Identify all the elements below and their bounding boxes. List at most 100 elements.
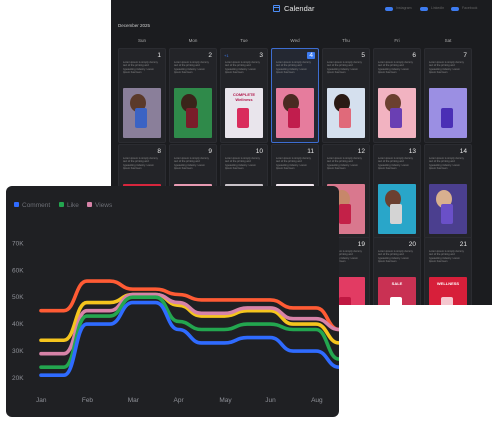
post-caption: Lorem ipsum is simply dummy text of the … bbox=[378, 250, 413, 264]
product-bottle-shape bbox=[441, 297, 453, 305]
calendar-day-cell[interactable]: 20 Lorem ipsum is simply dummy text of th… bbox=[373, 237, 421, 305]
x-tick-label: Jan bbox=[36, 397, 47, 404]
calendar-day-cell[interactable]: 7 Lorem ipsum is simply dummy text of the… bbox=[424, 48, 472, 143]
engagement-line-chart: 20K 30K 40K 50K 60K 70K Jan Feb Mar Apr May Jun Aug bbox=[12, 240, 339, 404]
post-caption: Lorem ipsum is simply dummy text of the … bbox=[378, 157, 413, 171]
product-bottle-shape bbox=[186, 108, 198, 128]
series-line-like bbox=[39, 295, 339, 369]
calendar-day-cell[interactable]: 14 Lorem ipsum is simply dummy text of th… bbox=[424, 144, 472, 239]
legend-swatch bbox=[14, 202, 19, 207]
post-caption: Lorem ipsum is simply dummy text of the … bbox=[429, 61, 464, 75]
x-tick-label: Jun bbox=[265, 397, 276, 404]
post-caption: Lorem ipsum is simply dummy text of the … bbox=[174, 157, 209, 171]
calendar-day-cell[interactable]: 1 Lorem ipsum is simply dummy text of the… bbox=[118, 48, 166, 143]
calendar-day-cell[interactable]: 3 +1 Lorem ipsum is simply dummy text of t… bbox=[220, 48, 268, 143]
series-line-comment bbox=[39, 300, 339, 378]
post-caption: Lorem ipsum is simply dummy text of the … bbox=[123, 61, 158, 75]
series-line-views bbox=[39, 292, 339, 356]
x-tick-label: May bbox=[219, 397, 232, 404]
legend-label: Comment bbox=[22, 202, 51, 209]
post-thumbnail[interactable] bbox=[174, 88, 212, 138]
day-number: 12 bbox=[357, 148, 365, 155]
calendar-day-cell[interactable]: 5 Lorem ipsum is simply dummy text of the… bbox=[322, 48, 370, 143]
instagram-toggle[interactable] bbox=[385, 7, 393, 11]
day-number: 6 bbox=[412, 52, 416, 59]
post-thumbnail[interactable] bbox=[276, 88, 314, 138]
product-bottle-shape bbox=[390, 297, 402, 305]
facebook-toggle[interactable] bbox=[451, 7, 459, 11]
post-thumbnail[interactable] bbox=[429, 184, 467, 234]
weekday-label: Sat bbox=[444, 38, 452, 43]
y-tick-label: 50K bbox=[12, 294, 24, 301]
linkedin-toggle[interactable] bbox=[420, 7, 428, 11]
day-number: 21 bbox=[459, 241, 467, 248]
day-number: 9 bbox=[208, 148, 212, 155]
day-number: 3 bbox=[259, 52, 263, 59]
extra-posts-badge[interactable]: +1 bbox=[224, 53, 229, 58]
product-bottle-shape bbox=[441, 108, 453, 128]
post-thumbnail[interactable]: COMPLETE Wellness bbox=[225, 88, 263, 138]
post-thumbnail[interactable] bbox=[327, 88, 365, 138]
calendar-header: Calendar Instagram LinkedIn Facebook bbox=[111, 0, 492, 18]
calendar-day-cell[interactable]: 2 Lorem ipsum is simply dummy text of the… bbox=[169, 48, 217, 143]
portrait-shape bbox=[130, 94, 146, 112]
day-number: 5 bbox=[361, 52, 365, 59]
series-line-unlabeled-4 bbox=[39, 279, 339, 332]
product-bottle-shape bbox=[390, 204, 402, 224]
legend-item-comment[interactable]: Comment bbox=[14, 202, 50, 209]
y-tick-label: 70K bbox=[12, 240, 24, 247]
calendar-month-label: December 2025 bbox=[118, 23, 151, 28]
legend-swatch bbox=[87, 202, 92, 207]
post-thumbnail[interactable] bbox=[378, 88, 416, 138]
post-thumbnail[interactable] bbox=[378, 184, 416, 234]
x-tick-label: Mar bbox=[128, 397, 140, 404]
portrait-shape bbox=[385, 94, 401, 112]
product-bottle-shape bbox=[339, 297, 351, 305]
product-bottle-shape bbox=[135, 108, 147, 128]
y-tick-label: 60K bbox=[12, 267, 24, 274]
engagement-chart-window: 20K 30K 40K 50K 60K 70K Jan Feb Mar Apr May Jun Aug … bbox=[6, 186, 339, 417]
day-number: 14 bbox=[459, 148, 467, 155]
post-thumbnail[interactable]: SALE bbox=[378, 277, 416, 305]
portrait-shape bbox=[436, 190, 452, 208]
post-caption: Lorem ipsum is simply dummy text of the … bbox=[327, 61, 362, 75]
product-bottle-shape bbox=[288, 108, 300, 128]
post-caption: Lorem ipsum is simply dummy text of the … bbox=[429, 250, 464, 264]
product-bottle-shape bbox=[339, 204, 351, 224]
thumbnail-headline: COMPLETE Wellness bbox=[232, 92, 256, 102]
legend-item-views[interactable]: Views bbox=[87, 202, 112, 209]
weekday-label: Sun bbox=[137, 38, 146, 43]
post-caption: Lorem ipsum is simply dummy text of the … bbox=[378, 61, 413, 75]
thumbnail-headline: WELLNESS bbox=[436, 281, 460, 286]
post-thumbnail[interactable] bbox=[429, 88, 467, 138]
calendar-day-cell[interactable]: 4 Lorem ipsum is simply dummy text of the… bbox=[271, 48, 319, 143]
x-tick-label: Feb bbox=[82, 397, 94, 404]
day-number: 19 bbox=[357, 241, 365, 248]
calendar-icon bbox=[273, 5, 280, 12]
calendar-title: Calendar bbox=[284, 4, 315, 13]
post-thumbnail[interactable] bbox=[123, 88, 161, 138]
post-caption: Lorem ipsum is simply dummy text of the … bbox=[327, 157, 362, 171]
calendar-day-cell[interactable]: 13 Lorem ipsum is simply dummy text of th… bbox=[373, 144, 421, 239]
product-bottle-shape bbox=[237, 108, 249, 128]
day-number: 11 bbox=[307, 148, 314, 155]
post-caption: Lorem ipsum is simply dummy text of the … bbox=[225, 61, 260, 75]
calendar-day-cell[interactable]: 6 Lorem ipsum is simply dummy text of the… bbox=[373, 48, 421, 143]
legend-item-like[interactable]: Like bbox=[59, 202, 79, 209]
instagram-toggle-label: Instagram bbox=[396, 6, 412, 10]
day-number: 10 bbox=[255, 148, 263, 155]
post-caption: Lorem ipsum is simply dummy text of the … bbox=[123, 157, 158, 171]
x-tick-label: Apr bbox=[174, 397, 185, 404]
y-tick-label: 20K bbox=[12, 375, 24, 382]
weekday-label: Thu bbox=[342, 38, 350, 43]
y-tick-label: 40K bbox=[12, 321, 24, 328]
calendar-day-cell[interactable]: 21 Lorem ipsum is simply dummy text of th… bbox=[424, 237, 472, 305]
weekday-label: Tue bbox=[240, 38, 248, 43]
portrait-shape bbox=[181, 94, 197, 112]
product-bottle-shape bbox=[339, 108, 351, 128]
thumbnail-headline: SALE bbox=[391, 281, 403, 286]
y-tick-label: 30K bbox=[12, 348, 24, 355]
legend-label: Like bbox=[67, 202, 79, 209]
post-thumbnail[interactable]: WELLNESS bbox=[429, 277, 467, 305]
post-caption: Lorem ipsum is simply dummy text of the … bbox=[276, 61, 311, 75]
